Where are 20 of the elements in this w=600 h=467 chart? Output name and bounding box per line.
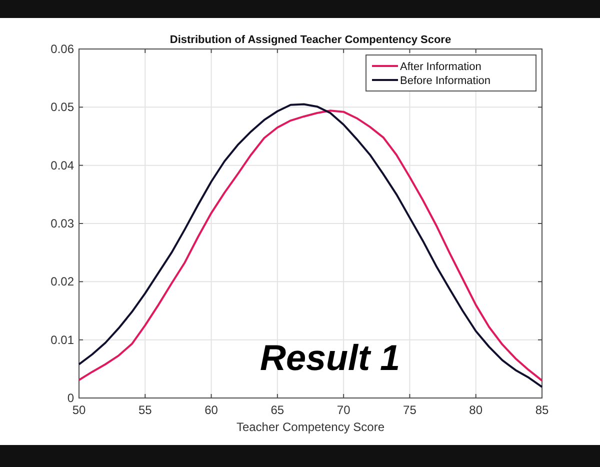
legend-label: After Information bbox=[400, 61, 482, 73]
x-tick-label: 75 bbox=[403, 403, 417, 417]
x-tick-label: 65 bbox=[270, 403, 284, 417]
y-tick-label: 0.04 bbox=[50, 158, 74, 172]
y-tick-label: 0.03 bbox=[50, 216, 74, 230]
x-tick-label: 60 bbox=[204, 403, 218, 417]
annotation: Result 1 bbox=[260, 337, 400, 378]
x-tick-label: 70 bbox=[336, 403, 351, 417]
y-tick-label: 0.02 bbox=[50, 274, 74, 289]
y-tick-label: 0.05 bbox=[50, 100, 74, 114]
legend-label: Before Information bbox=[400, 75, 490, 87]
x-axis-title: Teacher Competency Score bbox=[236, 420, 385, 434]
y-tick-label: 0.01 bbox=[50, 332, 74, 347]
x-tick-label: 50 bbox=[72, 403, 86, 417]
x-tick-label: 55 bbox=[138, 403, 152, 417]
y-tick-label: 0 bbox=[67, 391, 74, 405]
x-tick-label: 80 bbox=[469, 403, 483, 417]
y-tick-label: 0.06 bbox=[50, 42, 74, 56]
chart-title: Distribution of Assigned Teacher Compentency Score bbox=[170, 34, 452, 46]
x-tick-label: 85 bbox=[535, 403, 549, 417]
